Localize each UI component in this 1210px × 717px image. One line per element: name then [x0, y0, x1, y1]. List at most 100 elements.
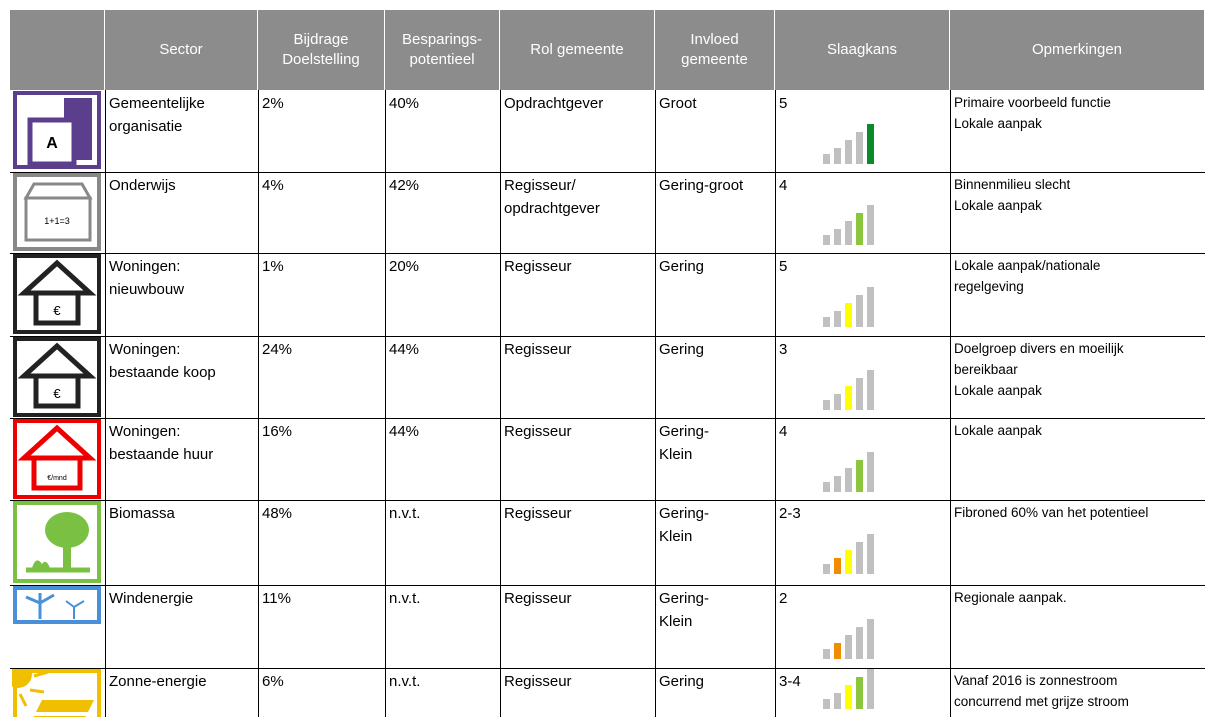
cell-text: Lokale aanpak: [954, 198, 1042, 213]
table-cell: Doelgroep divers en moeilijk bereikbaar Lo…: [950, 336, 1205, 418]
table-cell: 2%: [258, 90, 385, 172]
cell-text: 16%: [262, 423, 293, 440]
table-cell: 5: [775, 90, 950, 172]
cell-text: 20%: [389, 258, 420, 275]
table-cell: Gering- Klein: [655, 418, 775, 500]
table-cell: Opdrachtgever: [500, 90, 655, 172]
row-line: [10, 253, 1205, 254]
table-cell: Regisseur: [500, 668, 655, 717]
signal-bar: [834, 558, 841, 574]
table-cell: n.v.t.: [385, 585, 500, 668]
signal-bar: [867, 287, 874, 327]
signal-bar: [823, 400, 830, 410]
table-cell: Lokale aanpak/nationale regelgeving: [950, 253, 1205, 336]
table-cell: Gering: [655, 668, 775, 717]
cell-text: Regisseur: [504, 673, 572, 690]
signal-bar: [845, 635, 852, 659]
signal-bars: [823, 619, 874, 659]
table-cell: Gering- Klein: [655, 500, 775, 585]
table-cell: 3-4: [775, 668, 950, 717]
signal-bar: [845, 468, 852, 492]
table-cell: Woningen: bestaande koop: [105, 336, 258, 418]
cell-text: Fibroned 60% van het potentieel: [954, 505, 1149, 520]
signal-bar: [834, 643, 841, 659]
cell-text: 48%: [262, 505, 293, 522]
signal-bar: [867, 619, 874, 659]
cell-text: Gemeentelijke: [109, 95, 205, 112]
header-text: Invloed: [690, 31, 739, 48]
table-cell: 44%: [385, 418, 500, 500]
sector-icon: €: [13, 337, 101, 417]
signal-bar: [823, 235, 830, 245]
cell-text: Primaire voorbeeld functie: [954, 95, 1111, 110]
icon-label: €/mnd: [47, 475, 67, 482]
table-cell: 48%: [258, 500, 385, 585]
signal-bar: [856, 677, 863, 709]
table-cell: Regisseur: [500, 253, 655, 336]
row-line: [10, 585, 1205, 586]
table-cell: 20%: [385, 253, 500, 336]
table-cell: Regisseur: [500, 585, 655, 668]
signal-bar: [867, 669, 874, 709]
table-cell: Windenergie: [105, 585, 258, 668]
table-cell: 16%: [258, 418, 385, 500]
header-text: Doelstelling: [282, 51, 360, 68]
header-text: Slaagkans: [826, 41, 898, 58]
cell-text: organisatie: [109, 118, 183, 135]
header-cell: Opmerkingen: [950, 10, 1205, 90]
signal-bar: [834, 693, 841, 709]
icon-label: 1+1=3: [44, 216, 70, 226]
table-cell: Groot: [655, 90, 775, 172]
table-cell: Gemeentelijke organisatie: [105, 90, 258, 172]
signal-bar: [867, 124, 874, 164]
sector-icon: €/mnd: [13, 419, 101, 499]
signal-bar: [834, 394, 841, 410]
cell-text: Woningen:: [109, 341, 181, 358]
signal-bars: [823, 205, 874, 245]
cell-text: bestaande huur: [109, 446, 214, 463]
header-text: Rol gemeente: [530, 41, 624, 58]
table-cell: Zonne-energie: [105, 668, 258, 717]
cell-text: bestaande koop: [109, 364, 216, 381]
cell-text: 24%: [262, 341, 293, 358]
cell-text: 44%: [389, 423, 420, 440]
sector-icon: 1+1=3: [13, 173, 101, 251]
table-cell: Woningen: bestaande huur: [105, 418, 258, 500]
table-cell: Onderwijs: [105, 172, 258, 253]
cell-text: 5: [779, 95, 788, 112]
cell-text: Gering-: [659, 590, 710, 607]
cell-text: Gering: [659, 341, 705, 358]
cell-text: Lokale aanpak: [954, 116, 1042, 131]
signal-bar: [867, 205, 874, 245]
header-cell: Bijdrage Doelstelling: [258, 10, 385, 90]
cell-text: Opdrachtgever: [504, 95, 604, 112]
cell-text: 11%: [262, 590, 291, 607]
signal-bar: [856, 378, 863, 410]
table-cell: Regionale aanpak.: [950, 585, 1205, 668]
table-cell: Woningen: nieuwbouw: [105, 253, 258, 336]
cell-text: 5: [779, 258, 788, 275]
cell-text: Regisseur/: [504, 177, 576, 194]
table-cell: 2: [775, 585, 950, 668]
table-cell: Gering- Klein: [655, 585, 775, 668]
cell-text: 4: [779, 177, 788, 194]
cell-text: Regisseur: [504, 258, 572, 275]
signal-bar: [856, 627, 863, 659]
table-cell: Vanaf 2016 is zonnestroom concurrend met …: [950, 668, 1205, 717]
row-line: [10, 668, 1205, 669]
row-line: [10, 336, 1205, 337]
sector-icon: A: [13, 91, 101, 169]
cell-text: 42%: [389, 177, 420, 194]
signal-bars: [823, 370, 874, 410]
cell-text: Gering-groot: [659, 177, 744, 194]
cell-text: 6%: [262, 673, 284, 690]
table-cell: 4: [775, 418, 950, 500]
header-text: Bijdrage: [293, 31, 349, 48]
table-cell: 24%: [258, 336, 385, 418]
signal-bar: [856, 132, 863, 164]
cell-text: concurrend met grijze stroom: [954, 694, 1129, 709]
signal-bar: [823, 482, 830, 492]
icon-label: A: [46, 135, 58, 152]
header-text: Besparings-: [401, 31, 483, 48]
